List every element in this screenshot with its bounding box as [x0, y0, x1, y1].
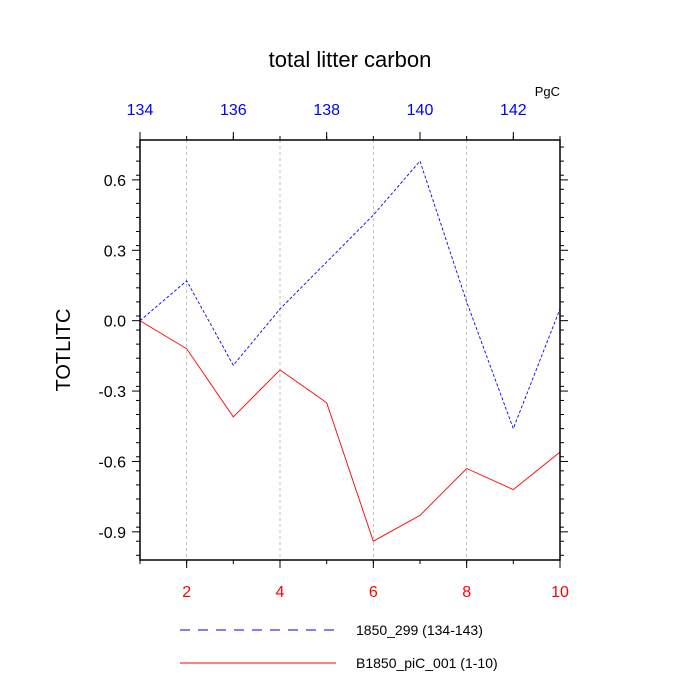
series-line-2 [139, 320, 561, 542]
x-top-tick-label: 140 [407, 102, 434, 119]
x-bottom-tick-label: 4 [276, 584, 285, 601]
x-top-tick-label: 134 [127, 102, 154, 119]
x-bottom-tick-label: 10 [551, 584, 569, 601]
x-bottom-tick-label: 8 [462, 584, 471, 601]
y-tick-label: -0.3 [98, 384, 126, 401]
legend-label: 1850_299 (134-143) [356, 622, 483, 638]
tick-labels: 0.6 0.3 0.0 -0.3 -0.6 -0.9 2 4 6 8 10 134 136 138 140 1… [98, 102, 569, 601]
x-top-tick-label: 136 [220, 102, 247, 119]
gridlines [186, 140, 468, 560]
y-axis-label: TOTLITC [53, 309, 75, 392]
x-top-tick-label: 138 [313, 102, 340, 119]
series-line-1 [139, 160, 561, 430]
legend: 1850_299 (134-143) B1850_piC_001 (1-10) [180, 622, 498, 671]
x-bottom-tick-label: 6 [369, 584, 378, 601]
tick-marks [132, 132, 568, 568]
series-layer [139, 160, 561, 542]
plot-frame [139, 139, 561, 561]
chart-title: total litter carbon [269, 47, 432, 72]
y-tick-label: 0.6 [104, 173, 126, 190]
y-tick-label: -0.6 [98, 454, 126, 471]
y-tick-label: 0.3 [104, 243, 126, 260]
x-bottom-tick-label: 2 [182, 584, 191, 601]
units-label: PgC [535, 84, 560, 99]
y-tick-label: -0.9 [98, 525, 126, 542]
legend-label: B1850_piC_001 (1-10) [356, 655, 498, 671]
y-tick-label: 0.0 [104, 314, 126, 331]
x-top-tick-label: 142 [500, 102, 527, 119]
